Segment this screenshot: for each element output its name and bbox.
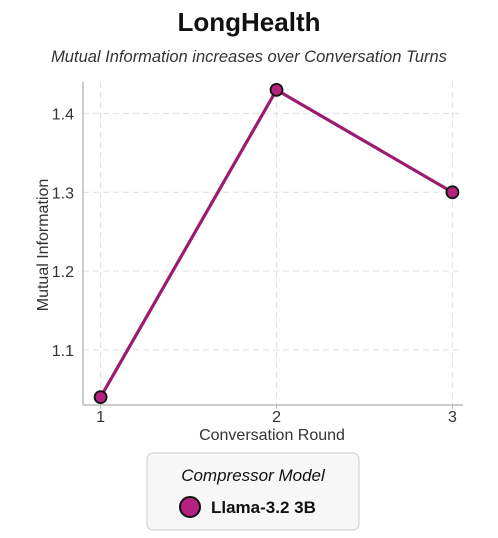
legend-title: Compressor Model (181, 466, 326, 485)
y-tick-label: 1.4 (52, 107, 74, 124)
series (93, 82, 460, 405)
x-tick-label: 3 (448, 409, 457, 426)
legend-box (146, 452, 360, 531)
legend-marker (179, 496, 201, 518)
data-point (269, 82, 284, 97)
x-ticks: 1 2 3 (96, 405, 457, 426)
legend: Compressor Model Llama-3.2 3B (146, 452, 360, 531)
x-tick-label: 1 (96, 409, 105, 426)
chart-title: LongHealth (178, 7, 321, 37)
x-tick-label: 2 (272, 409, 281, 426)
data-point (93, 390, 108, 405)
data-point (445, 185, 460, 200)
y-ticks: 1.1 1.2 1.3 1.4 (52, 107, 74, 360)
y-tick-label: 1.2 (52, 264, 74, 281)
grid (83, 82, 463, 405)
axes (82, 82, 463, 406)
y-axis-label: Mutual Information (35, 179, 52, 312)
x-axis-label: Conversation Round (199, 427, 345, 444)
y-tick-label: 1.1 (52, 343, 74, 360)
y-tick-label: 1.3 (52, 185, 74, 202)
chart-subtitle: Mutual Information increases over Conver… (51, 48, 447, 66)
legend-entry-label: Llama-3.2 3B (211, 498, 316, 517)
